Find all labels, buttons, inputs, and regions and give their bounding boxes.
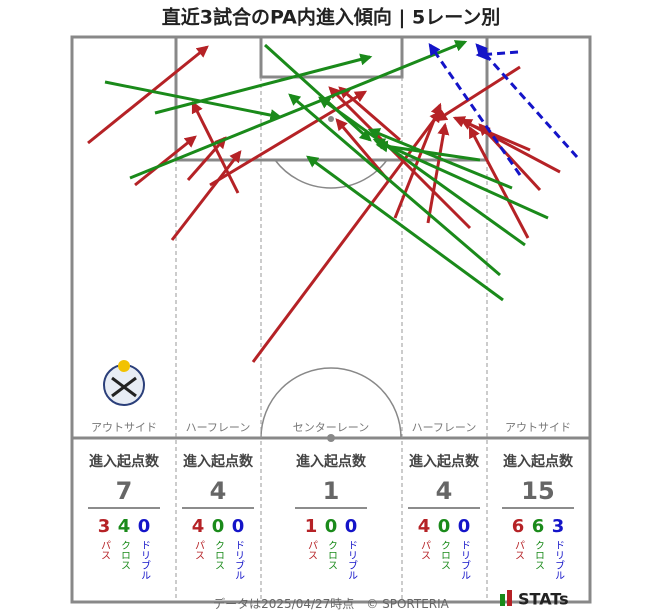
breakdown-label: ドリブル bbox=[553, 540, 565, 580]
breakdown-label: クロス bbox=[533, 540, 544, 570]
breakdown-label: ドリブル bbox=[346, 540, 358, 580]
breakdown-label: パス bbox=[419, 540, 431, 560]
breakdown-count: 4 bbox=[192, 516, 205, 537]
lane-name: ハーフレーン bbox=[186, 421, 251, 434]
breakdown-count: 0 bbox=[325, 516, 338, 537]
lane-total: 4 bbox=[436, 477, 453, 505]
credit: © SPORTERIA bbox=[366, 597, 449, 611]
lane-name: アウトサイド bbox=[91, 421, 157, 434]
emblem bbox=[103, 360, 145, 406]
breakdown-label: ドリブル bbox=[139, 540, 151, 580]
lane-header: 進入起点数 bbox=[409, 453, 480, 470]
breakdown-count: 1 bbox=[305, 516, 318, 537]
lane-total: 1 bbox=[323, 477, 340, 505]
breakdown-count: 3 bbox=[98, 516, 111, 537]
entry-arrows bbox=[87, 40, 579, 363]
logo-mark bbox=[507, 590, 512, 606]
breakdown-label: パス bbox=[193, 540, 205, 560]
lane-name: ハーフレーン bbox=[412, 421, 477, 434]
lane-total: 4 bbox=[210, 477, 227, 505]
breakdown-count: 0 bbox=[212, 516, 225, 537]
lane-header: 進入起点数 bbox=[89, 453, 160, 470]
breakdown-count: 4 bbox=[418, 516, 431, 537]
breakdown-label: パス bbox=[99, 540, 111, 560]
breakdown-label: クロス bbox=[119, 540, 130, 570]
lane-header: 進入起点数 bbox=[503, 453, 574, 470]
breakdown-label: パス bbox=[306, 540, 318, 560]
breakdown-count: 0 bbox=[138, 516, 151, 537]
lane-total: 7 bbox=[116, 477, 133, 505]
logo: STATs bbox=[518, 590, 569, 609]
footer-date: データは2025/04/27時点 © SPORTERIA bbox=[213, 596, 450, 611]
breakdown-count: 0 bbox=[438, 516, 451, 537]
breakdown-count: 3 bbox=[552, 516, 565, 537]
breakdown-count: 0 bbox=[458, 516, 471, 537]
breakdown-count: 6 bbox=[512, 516, 525, 537]
lane-header: 進入起点数 bbox=[183, 453, 254, 470]
logo-mark bbox=[500, 594, 505, 606]
breakdown-count: 4 bbox=[118, 516, 131, 537]
breakdown-label: ドリブル bbox=[233, 540, 245, 580]
lane-name: アウトサイド bbox=[505, 421, 571, 434]
breakdown-count: 0 bbox=[232, 516, 245, 537]
breakdown-label: クロス bbox=[326, 540, 337, 570]
breakdown-label: クロス bbox=[213, 540, 224, 570]
breakdown-count: 6 bbox=[532, 516, 545, 537]
date: データは2025/04/27時点 bbox=[213, 596, 354, 611]
breakdown-label: パス bbox=[513, 540, 525, 560]
breakdown-label: ドリブル bbox=[459, 540, 471, 580]
lane-total: 15 bbox=[521, 477, 554, 505]
breakdown-label: クロス bbox=[439, 540, 450, 570]
lane-name: センターレーン bbox=[293, 421, 369, 434]
lane-header: 進入起点数 bbox=[296, 453, 367, 470]
breakdown-count: 0 bbox=[345, 516, 358, 537]
title: 直近3試合のPA内進入傾向 | 5レーン別 bbox=[162, 6, 501, 29]
